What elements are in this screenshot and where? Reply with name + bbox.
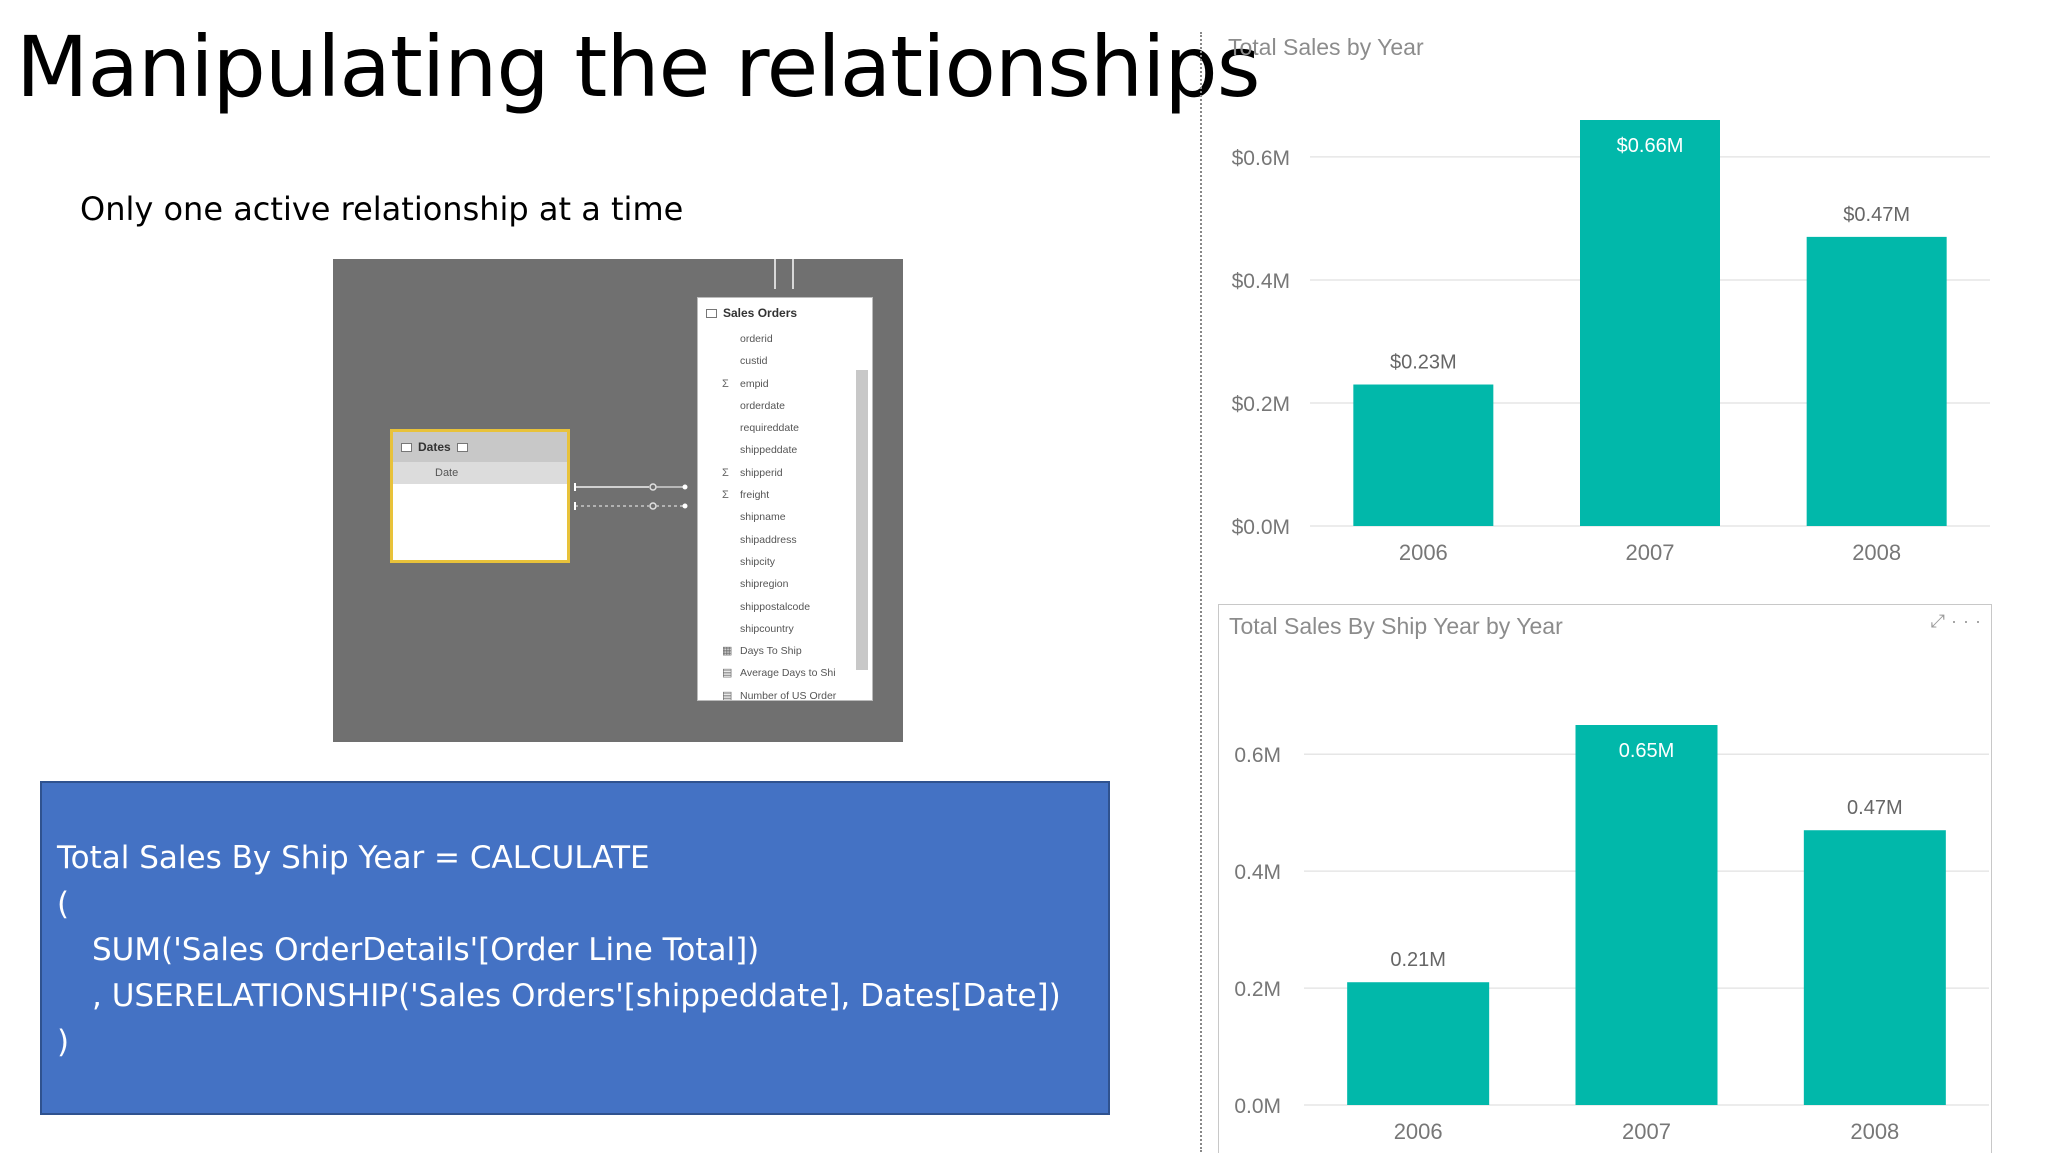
y-tick-label: $0.6M: [1232, 147, 1290, 170]
data-label: $0.47M: [1843, 204, 1910, 226]
sales-orders-field[interactable]: shipcountry: [698, 618, 872, 640]
field-label: freight: [740, 489, 770, 502]
sales-orders-field[interactable]: custid: [698, 350, 872, 372]
sales-orders-field[interactable]: ▤ Average Days to Shi: [698, 662, 872, 684]
y-tick-label: $0.4M: [1232, 270, 1290, 293]
formula-line: , USERELATIONSHIP('Sales Orders'[shipped…: [92, 978, 1061, 1014]
sales-orders-field[interactable]: ▤ Number of US Order: [698, 685, 872, 701]
focus-mode-icon[interactable]: ⤢: [1930, 611, 1952, 631]
data-label: 0.47M: [1847, 797, 1903, 819]
collapse-icon[interactable]: [456, 442, 468, 452]
sum-icon: Σ: [722, 489, 729, 502]
formula-line: SUM('Sales OrderDetails'[Order Line Tota…: [92, 932, 760, 968]
dates-table-header: Dates: [393, 432, 567, 462]
bar: [1580, 120, 1720, 526]
sales-orders-field[interactable]: ▦ Days To Ship: [698, 640, 872, 662]
sales-orders-field[interactable]: shipregion: [698, 573, 872, 595]
field-label: shipperid: [740, 466, 783, 479]
x-tick-label: 2008: [1850, 1119, 1899, 1144]
total-sales-by-year-chart[interactable]: Total Sales by Year $0.0M $0.2M $0.4M $0.6M…: [1210, 20, 2010, 580]
dax-formula-box: Total Sales By Ship Year = CALCULATE ( S…: [40, 781, 1110, 1115]
y-tick-label: 0.2M: [1234, 978, 1281, 1001]
sales-orders-field[interactable]: shipaddress: [698, 529, 872, 551]
chart-title: Total Sales By Ship Year by Year: [1229, 613, 1563, 639]
data-label: $0.23M: [1390, 352, 1457, 374]
field-label: shippeddate: [740, 444, 798, 457]
chart-title: Total Sales by Year: [1228, 34, 1424, 60]
total-sales-by-ship-year-chart[interactable]: Total Sales By Ship Year by Year ⤢··· 0.…: [1218, 604, 1992, 1153]
relationship-lines: [574, 259, 794, 510]
sales-orders-field[interactable]: shippeddate: [698, 439, 872, 461]
y-tick-label: 0.6M: [1234, 744, 1281, 767]
field-label: shippostalcode: [740, 600, 811, 613]
table-icon: [706, 308, 717, 318]
bar: [1347, 982, 1490, 1105]
y-tick-label: 0.0M: [1234, 1095, 1281, 1118]
more-options-icon[interactable]: ···: [1951, 611, 1987, 631]
field-label: shipname: [740, 511, 786, 524]
field-label: shipcountry: [740, 622, 794, 635]
field-label: requireddate: [740, 422, 799, 435]
dates-field-date[interactable]: Date: [393, 462, 567, 484]
y-tick-label: 0.4M: [1234, 861, 1281, 884]
field-label: Number of US Order: [740, 689, 837, 701]
sum-icon: Σ: [722, 377, 729, 390]
sales-orders-field[interactable]: orderdate: [698, 395, 872, 417]
x-tick-label: 2007: [1626, 540, 1675, 565]
x-tick-label: 2008: [1852, 540, 1901, 565]
measure-icon: ▤: [722, 689, 733, 701]
sum-icon: Σ: [722, 466, 729, 479]
chart-header-icons: ⤢···: [1931, 611, 1987, 632]
formula-line: ): [57, 1024, 70, 1060]
field-label: shipregion: [740, 578, 789, 591]
table-icon: [401, 442, 412, 452]
formula-line: Total Sales By Ship Year = CALCULATE: [57, 840, 650, 876]
chart-plot: $0.0M $0.2M $0.4M $0.6M $0.23M 2006 $0.66M 2007…: [1232, 120, 1990, 565]
field-list-scrollbar[interactable]: [856, 370, 868, 670]
formula-line: (: [57, 886, 70, 922]
slide-subtitle: Only one active relationship at a time: [80, 190, 684, 228]
chart-plot: 0.0M 0.2M 0.4M 0.6M 0.21M 2006 0.65M 2007 0.47M 2…: [1234, 725, 1989, 1144]
bar: [1806, 236, 1947, 526]
x-tick-label: 2007: [1622, 1119, 1671, 1144]
slide-divider: [1200, 32, 1202, 1152]
field-label: shipaddress: [740, 533, 797, 546]
data-label: 0.65M: [1619, 740, 1675, 762]
y-tick-label: $0.2M: [1232, 393, 1290, 416]
sales-orders-table-name: Sales Orders: [723, 306, 798, 320]
sales-orders-field[interactable]: orderid: [698, 328, 872, 350]
field-label: custid: [740, 355, 768, 368]
bar: [1575, 725, 1718, 1105]
dates-table-name: Dates: [418, 440, 451, 454]
field-label: shipcity: [740, 555, 776, 568]
data-label: 0.21M: [1390, 949, 1446, 971]
measure-icon: ▤: [722, 667, 733, 680]
measure-icon: ▦: [722, 645, 733, 658]
sales-orders-field[interactable]: shippostalcode: [698, 596, 872, 618]
field-label: Average Days to Shi: [740, 667, 836, 680]
sales-orders-table-header: Sales Orders: [698, 298, 872, 328]
dates-table-card[interactable]: Dates Date: [390, 429, 570, 563]
slide-title: Manipulating the relationships: [16, 18, 1260, 116]
x-tick-label: 2006: [1399, 540, 1448, 565]
sales-orders-field[interactable]: shipname: [698, 506, 872, 528]
bar: [1803, 830, 1946, 1105]
sales-orders-field[interactable]: requireddate: [698, 417, 872, 439]
data-label: $0.66M: [1617, 135, 1684, 157]
field-label: orderid: [740, 333, 773, 345]
field-label: orderdate: [740, 399, 785, 412]
y-tick-label: $0.0M: [1232, 516, 1290, 539]
bar: [1353, 384, 1494, 526]
x-tick-label: 2006: [1394, 1119, 1443, 1144]
field-label: empid: [740, 377, 769, 390]
sales-orders-field[interactable]: shipcity: [698, 551, 872, 573]
field-label: Days To Ship: [740, 645, 802, 658]
